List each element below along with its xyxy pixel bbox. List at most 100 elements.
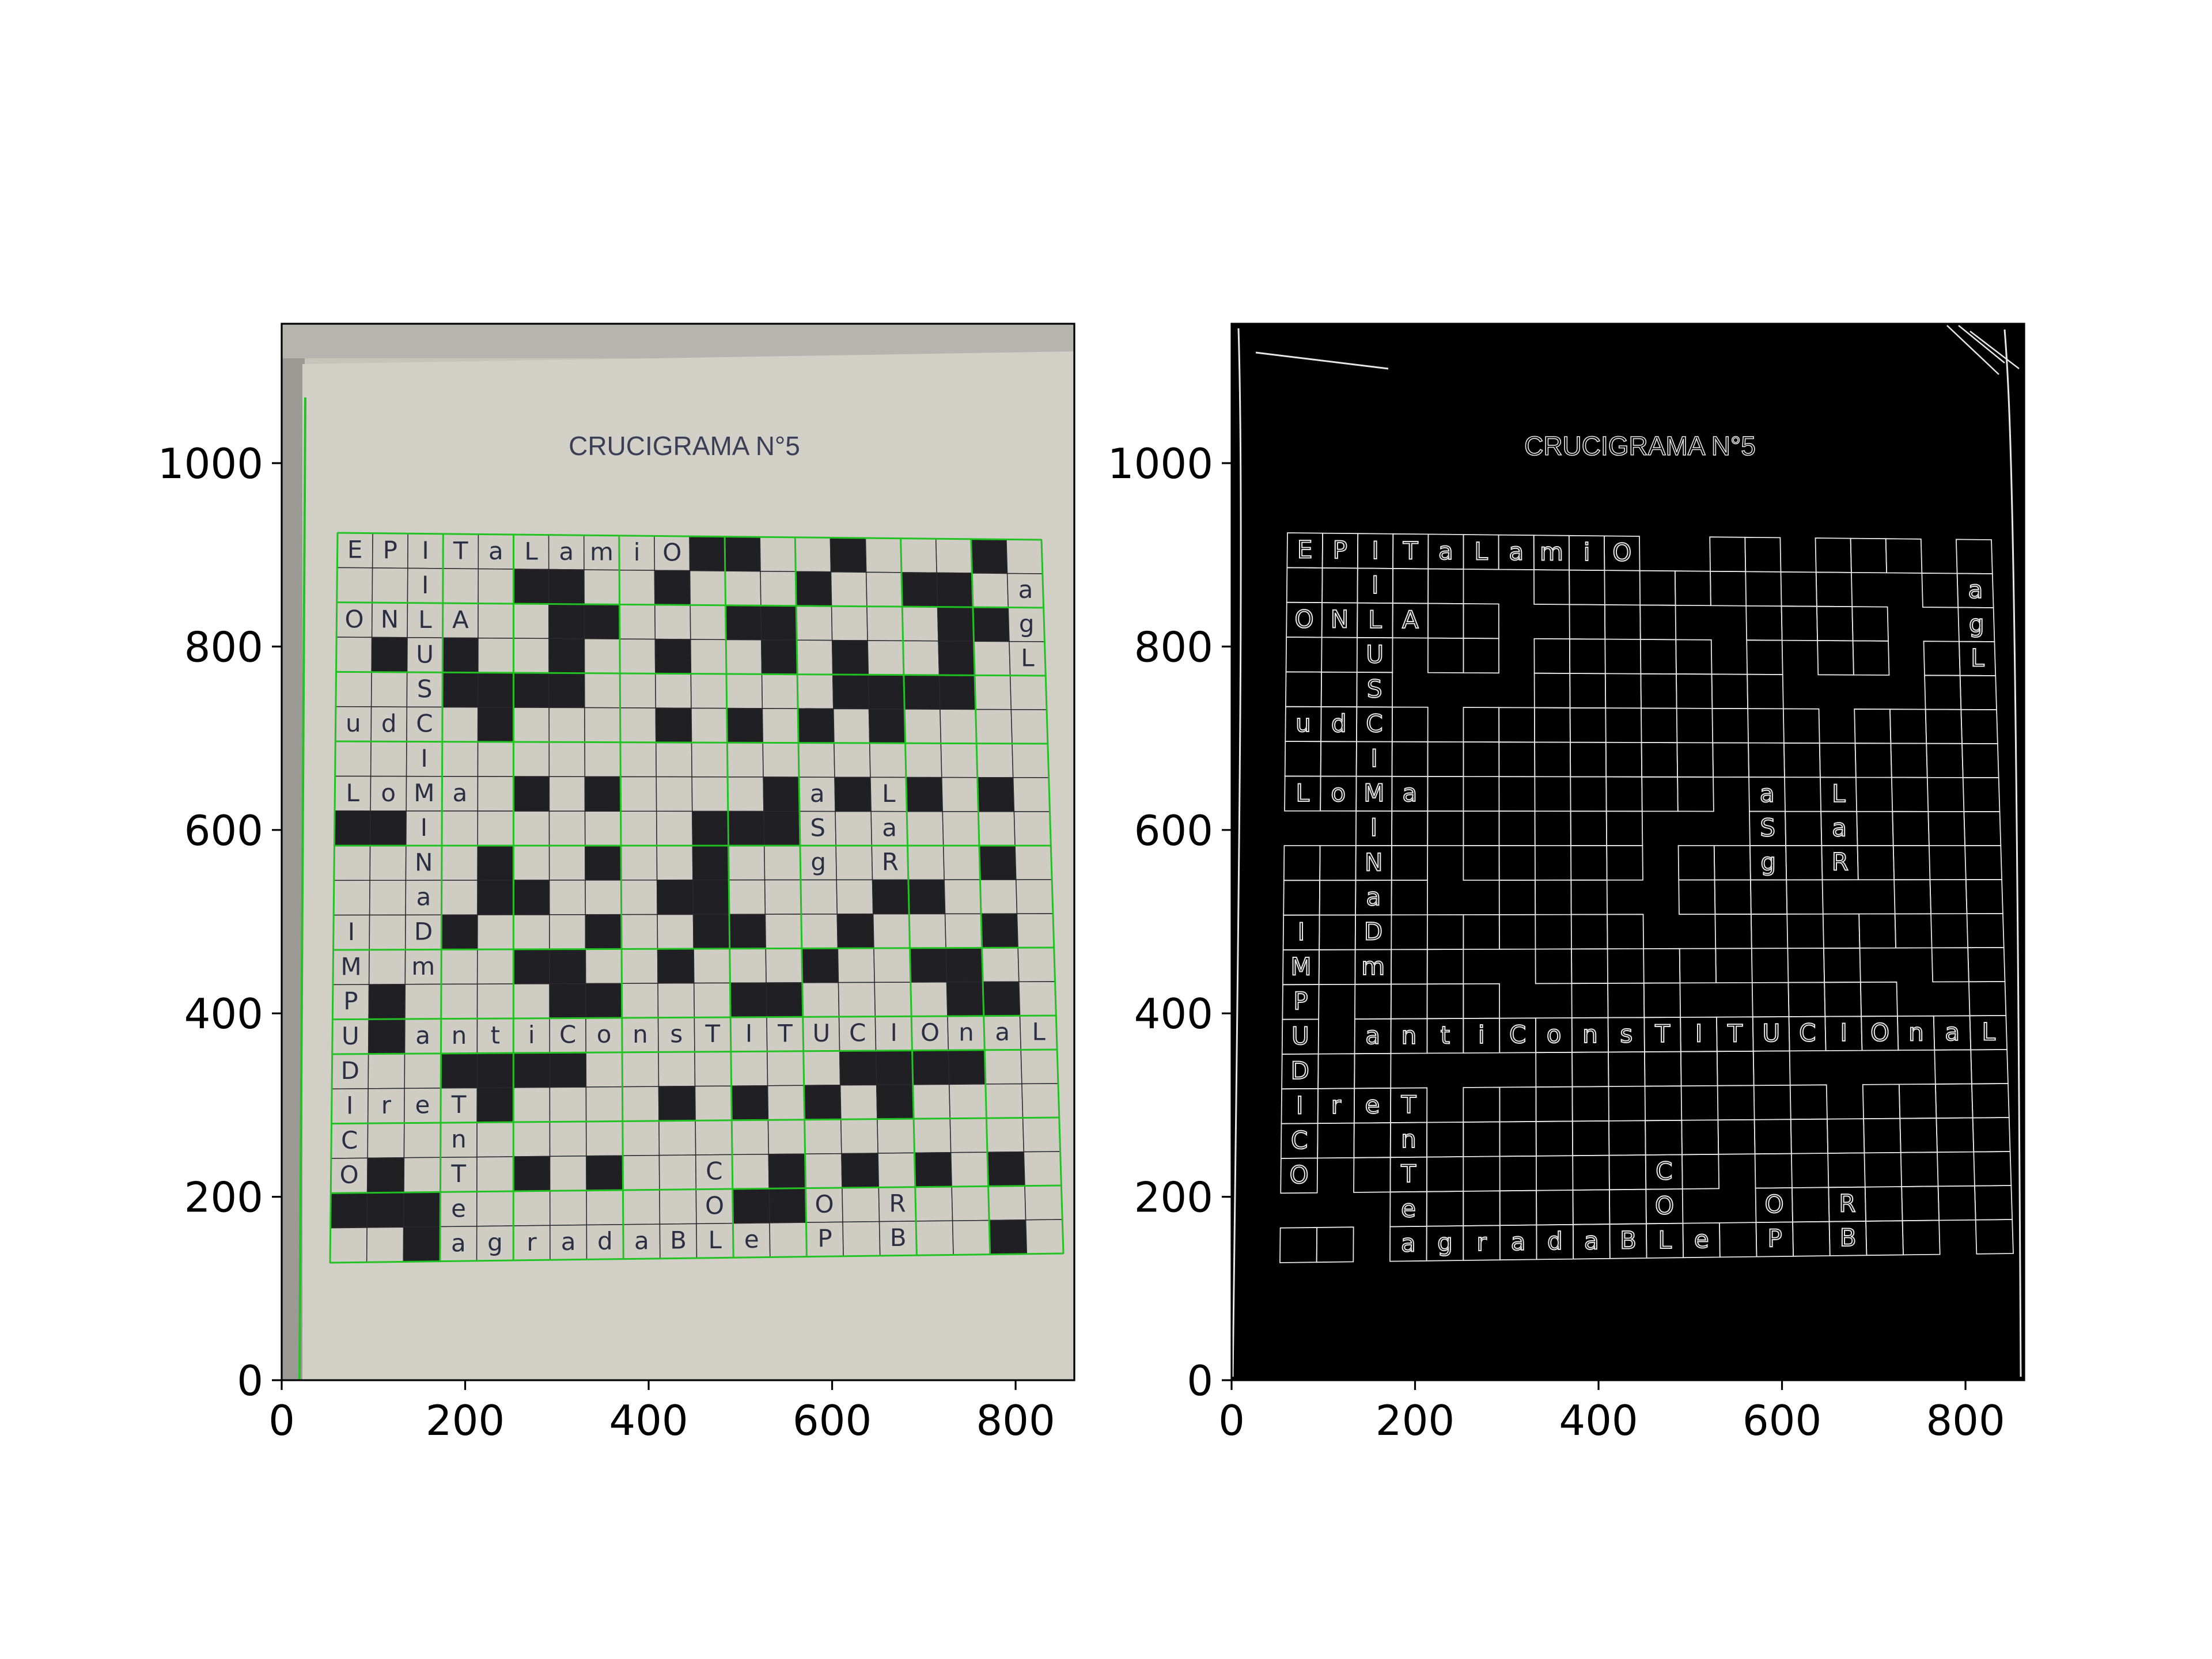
edge-cell-letter: S <box>1760 813 1775 842</box>
white-cell <box>727 777 764 812</box>
x-tick-label: 400 <box>609 1396 688 1445</box>
edge-cell-letter: e <box>1401 1194 1416 1222</box>
white-cell <box>336 567 373 603</box>
edge-cell-letter: a <box>1945 1018 1960 1046</box>
white-cell <box>513 741 550 777</box>
cell-letter: C <box>559 1021 576 1049</box>
white-cell <box>950 1152 989 1187</box>
white-cell <box>655 673 692 709</box>
white-cell <box>368 949 406 985</box>
black-cell <box>368 1018 406 1055</box>
white-cell <box>695 1120 733 1156</box>
white-cell <box>941 777 979 812</box>
edge-cell-letter: a <box>1511 1228 1526 1256</box>
white-cell <box>335 671 372 707</box>
cell-letter: L <box>1032 1018 1046 1046</box>
cell-letter: I <box>422 571 429 599</box>
white-cell <box>1009 675 1047 710</box>
white-cell <box>476 1122 514 1158</box>
black-cell <box>371 637 408 673</box>
white-cell <box>549 914 586 950</box>
cell-letter: e <box>415 1090 430 1119</box>
white-cell <box>949 1084 987 1119</box>
black-cell <box>988 1219 1028 1255</box>
y-tick-label: 800 <box>1134 623 1213 671</box>
cell-letter: a <box>451 1229 466 1257</box>
black-cell <box>948 1050 986 1085</box>
edge-cell-letter: A <box>1402 606 1419 634</box>
x-tick-label: 0 <box>268 1396 295 1445</box>
edges-background <box>1232 324 2024 1380</box>
cell-letter: L <box>346 779 360 807</box>
white-cell <box>830 571 868 607</box>
edge-cell <box>1902 1219 1941 1256</box>
puzzle-title: CRUCIGRAMA N°5 <box>569 431 800 461</box>
white-cell <box>904 743 942 778</box>
edge-cell-letter: u <box>1296 709 1311 737</box>
white-cell <box>975 709 1013 744</box>
cell-letter: T <box>704 1020 720 1048</box>
white-cell <box>477 776 514 812</box>
x-tick-label: 200 <box>1376 1396 1455 1445</box>
white-cell <box>1024 1185 1063 1221</box>
edge-cell-letter: L <box>1658 1226 1672 1254</box>
cell-letter: R <box>889 1190 906 1218</box>
white-cell <box>837 948 875 983</box>
page-edge-outline <box>1232 328 2022 1377</box>
cell-letter: O <box>345 605 364 633</box>
detected-col-line <box>724 536 734 1258</box>
black-cell <box>976 777 1015 812</box>
detected-row-line <box>336 671 1046 677</box>
black-cell <box>403 1226 441 1263</box>
white-cell <box>915 1220 954 1256</box>
edge-cell <box>1463 638 1499 674</box>
black-cell <box>936 572 974 608</box>
white-cell <box>403 1157 441 1193</box>
white-cell <box>442 568 479 604</box>
edge-cell-letter: I <box>1372 536 1378 565</box>
cell-letter: L <box>418 605 432 634</box>
white-cell <box>513 707 550 743</box>
edge-cell-letter: L <box>1474 537 1488 565</box>
white-cell <box>478 603 514 639</box>
white-cell <box>951 1185 990 1221</box>
cell-letter: P <box>383 536 397 564</box>
edge-cell-letter: a <box>1438 537 1453 565</box>
white-cell <box>726 742 764 778</box>
y-tick-label: 200 <box>1134 1173 1213 1222</box>
white-cell <box>798 742 835 778</box>
white-cell <box>329 1227 368 1263</box>
cell-letter: P <box>343 987 358 1016</box>
edge-cell <box>1681 1153 1720 1190</box>
cell-letter: a <box>561 1228 576 1256</box>
white-cell <box>584 672 621 709</box>
white-cell <box>985 1083 1024 1119</box>
detected-row-line <box>331 1184 1062 1194</box>
white-cell <box>1016 879 1054 914</box>
white-cell <box>335 637 373 673</box>
white-cell <box>585 1052 623 1088</box>
white-cell <box>1018 981 1057 1017</box>
cell-letter: a <box>1018 575 1033 604</box>
white-cell <box>442 706 479 743</box>
black-cell <box>980 913 1018 949</box>
white-cell <box>973 641 1011 676</box>
black-cell <box>329 1192 368 1229</box>
black-cell <box>763 810 801 846</box>
white-cell <box>441 845 478 881</box>
white-cell <box>513 810 550 846</box>
black-cell <box>513 949 550 984</box>
white-cell <box>690 639 727 675</box>
white-cell <box>656 845 694 881</box>
black-cell <box>875 1050 914 1086</box>
black-cell <box>513 776 550 812</box>
cell-letter: r <box>527 1228 537 1256</box>
white-cell <box>476 1156 514 1192</box>
white-cell <box>548 810 586 846</box>
edge-cell-letter: T <box>1654 1020 1670 1048</box>
cell-letter: L <box>708 1226 722 1254</box>
white-cell <box>902 606 939 642</box>
white-cell <box>759 536 797 573</box>
white-cell <box>867 640 904 676</box>
white-cell <box>691 707 728 743</box>
